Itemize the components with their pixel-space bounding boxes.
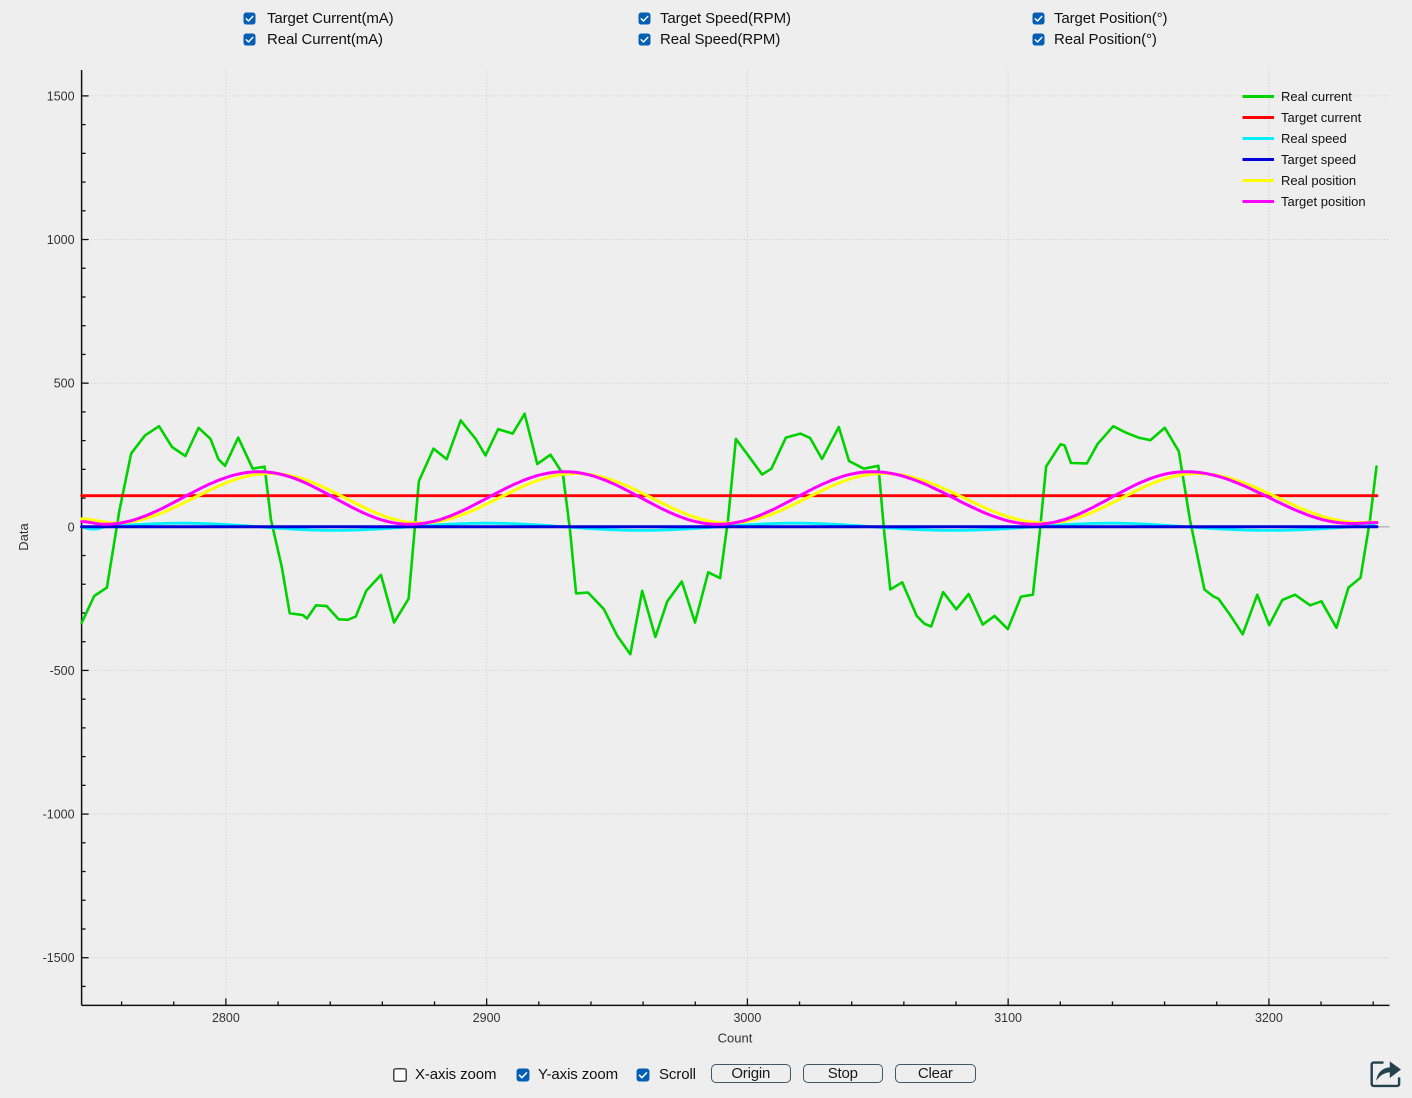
svg-text:3000: 3000 [733,1011,761,1025]
svg-text:Data: Data [16,523,31,551]
svg-text:1500: 1500 [47,89,75,103]
svg-text:3200: 3200 [1255,1011,1283,1025]
svg-text:Real current: Real current [1281,89,1352,104]
svg-text:0: 0 [68,520,75,534]
svg-text:-500: -500 [50,664,75,678]
svg-text:-1000: -1000 [43,808,75,822]
svg-text:-1500: -1500 [43,951,75,965]
svg-text:3100: 3100 [994,1011,1022,1025]
svg-text:Count: Count [718,1031,753,1046]
svg-text:Target position: Target position [1281,194,1366,209]
svg-text:500: 500 [54,377,75,391]
svg-text:1000: 1000 [47,233,75,247]
svg-text:Real position: Real position [1281,173,1356,188]
svg-text:2800: 2800 [212,1011,240,1025]
svg-text:Target speed: Target speed [1281,152,1356,167]
svg-text:Real speed: Real speed [1281,131,1347,146]
svg-text:Target current: Target current [1281,110,1362,125]
svg-text:2900: 2900 [473,1011,501,1025]
